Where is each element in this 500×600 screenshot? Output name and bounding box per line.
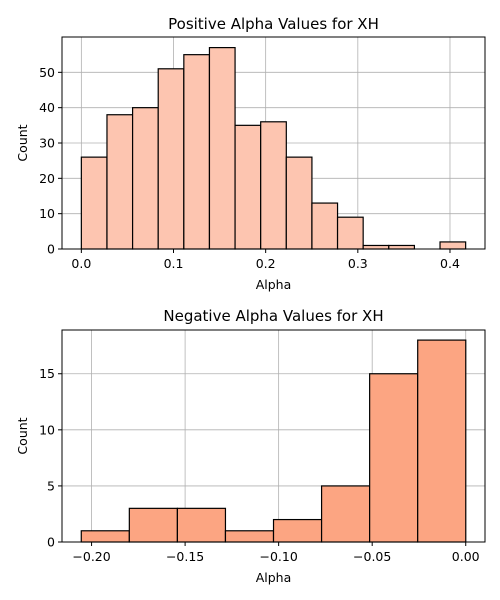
histogram-bar (320, 485, 371, 543)
histogram-bar (417, 339, 467, 543)
histogram-bar (285, 156, 313, 250)
y-axis-label: Count (15, 417, 30, 454)
histogram-bar (234, 124, 262, 250)
y-ticks: 0 10 20 30 40 50 (39, 65, 62, 257)
plot-frame (61, 329, 486, 543)
bars (80, 339, 467, 543)
histogram-bar (183, 54, 211, 250)
y-tick-label: 10 (39, 206, 55, 221)
y-axis-label: Count (15, 124, 30, 161)
y-ticks: 0 5 10 15 (39, 366, 62, 550)
chart-title: Negative Alpha Values for XH (163, 307, 383, 325)
y-tick-label: 0 (47, 242, 55, 257)
x-ticks: 0.0 0.1 0.2 0.3 0.4 (71, 249, 460, 271)
x-tick-label: −0.20 (72, 549, 110, 564)
histogram-bar (336, 216, 364, 250)
x-tick-label: 0.0 (71, 256, 91, 271)
y-tick-label: 5 (47, 478, 55, 493)
x-tick-label: 0.00 (452, 549, 480, 564)
x-tick-label: 0.3 (348, 256, 368, 271)
x-tick-label: 0.1 (164, 256, 184, 271)
histogram-bar (362, 244, 390, 250)
histogram-bar (157, 68, 185, 250)
histogram-bar (311, 202, 339, 250)
histogram-bar (439, 241, 467, 250)
histogram-bar (80, 156, 108, 250)
y-tick-label: 20 (39, 171, 55, 186)
y-tick-label: 0 (47, 535, 55, 550)
x-axis-label: Alpha (256, 277, 292, 292)
x-tick-label: −0.05 (353, 549, 391, 564)
histogram-bar (260, 121, 287, 250)
y-tick-label: 15 (39, 366, 55, 381)
y-tick-label: 40 (39, 100, 55, 115)
histogram-bar (106, 114, 134, 250)
x-tick-label: 0.4 (440, 256, 460, 271)
histogram-bar (131, 107, 159, 250)
histogram-bar (208, 46, 236, 250)
y-tick-label: 10 (39, 422, 55, 437)
histogram-bar (176, 507, 227, 543)
x-tick-label: 0.2 (256, 256, 276, 271)
x-ticks: −0.20 −0.15 −0.10 −0.05 0.00 (72, 542, 480, 564)
y-tick-label: 30 (39, 136, 55, 151)
bars (80, 46, 467, 250)
histogram-bar (272, 518, 323, 543)
y-tick-label: 50 (39, 65, 55, 80)
histogram-bar (80, 530, 130, 543)
chart-title: Positive Alpha Values for XH (168, 15, 379, 33)
histogram-bar (388, 244, 416, 250)
histogram-bar (369, 373, 419, 543)
histogram-bar (128, 507, 178, 543)
x-tick-label: −0.10 (259, 549, 297, 564)
negative-alpha-histogram: Negative Alpha Values for XH −0.20 −0.15−… (15, 307, 486, 585)
positive-alpha-histogram: Positive Alpha Values for XH 0.0 0.1 0.2 0.… (15, 15, 486, 292)
histogram-bar (224, 530, 275, 543)
x-tick-label: −0.15 (166, 549, 204, 564)
x-axis-label: Alpha (256, 570, 292, 585)
